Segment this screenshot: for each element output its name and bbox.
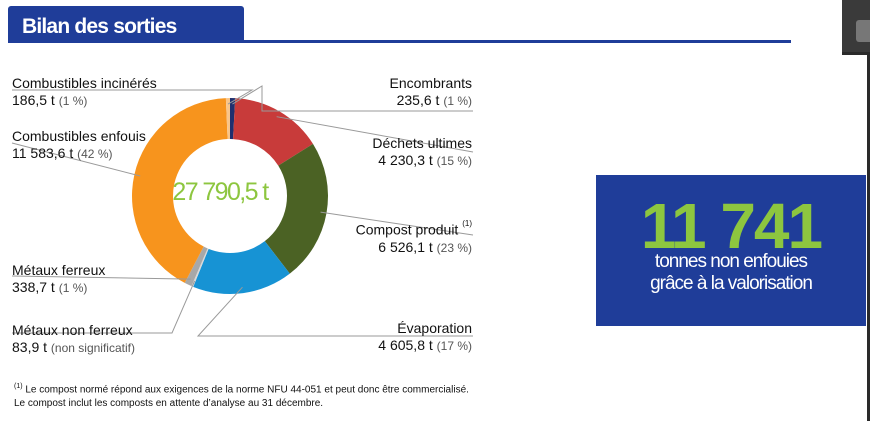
slice-compost-produit <box>264 143 328 274</box>
label-encombrants: Encombrants 235,6 t (1 %) <box>390 75 472 110</box>
right-edge-strip <box>867 52 870 421</box>
leader-line <box>11 142 141 177</box>
slice-value: 4 605,8 t <box>378 337 433 353</box>
slice-value: 6 526,1 t <box>378 238 433 255</box>
title-underline <box>8 40 791 43</box>
slice-value: 338,7 t <box>12 279 55 295</box>
chart-slices <box>132 98 328 294</box>
slice-percent: (23 %) <box>436 240 472 255</box>
slice-value: 186,5 t <box>12 92 55 108</box>
slice-metaux-non-ferreux <box>191 248 209 287</box>
slice-combustibles-enfouis <box>132 98 228 283</box>
footnote-marker: (1) <box>14 383 23 390</box>
corner-widget-handle[interactable] <box>856 20 870 42</box>
slice-encombrants <box>230 98 236 140</box>
section-title: Bilan des sorties <box>22 15 177 38</box>
label-evaporation: Évaporation 4 605,8 t (17 %) <box>378 320 472 355</box>
label-combustibles-enfouis: Combustibles enfouis 11 583,6 t (42 %) <box>12 128 146 163</box>
leader-line <box>232 85 473 112</box>
slice-percent: (1 %) <box>58 281 88 295</box>
slice-evaporation <box>193 241 290 294</box>
slice-name: Métaux ferreux <box>12 262 106 278</box>
stat-callout: 11 741 tonnes non enfouies grâce à la va… <box>596 175 866 326</box>
slice-dechets-ultimes <box>233 98 313 166</box>
stat-caption-line2: grâce à la valorisation <box>650 273 813 294</box>
slice-value: 235,6 t <box>396 92 440 108</box>
slice-name: Évaporation <box>397 320 472 336</box>
chart-center-total: 27 790,5 t <box>172 178 269 206</box>
label-metaux-non-ferreux: Métaux non ferreux 83,9 t (non significa… <box>12 322 135 357</box>
leader-line <box>320 211 474 236</box>
corner-window-widget[interactable] <box>842 0 870 55</box>
leader-line <box>276 116 474 153</box>
leader-line <box>196 286 473 337</box>
slice-name: Déchets ultimes <box>372 135 472 151</box>
slice-percent: (17 %) <box>436 339 472 353</box>
slice-percent: (42 %) <box>77 147 113 161</box>
slice-name: Compost produit <box>355 221 459 238</box>
leader-line <box>12 89 254 105</box>
slice-percent: (non significatif) <box>50 341 135 355</box>
slice-percent: (15 %) <box>436 154 472 168</box>
leader-line <box>12 280 196 334</box>
footnote: (1) Le compost normé répond aux exigence… <box>14 380 469 411</box>
footnote-line2: Le compost inclut les composts en attent… <box>14 398 324 410</box>
slice-name: Combustibles incinérés <box>12 75 157 91</box>
label-dechets-ultimes: Déchets ultimes 4 230,3 t (15 %) <box>372 135 472 170</box>
slice-name: Encombrants <box>389 75 472 91</box>
label-compost-produit: Compost produit (1) 6 526,1 t (23 %) <box>356 218 472 257</box>
stat-number: 11 741 <box>640 190 823 262</box>
label-metaux-ferreux: Métaux ferreux 338,7 t (1 %) <box>12 262 105 297</box>
chart-leader-lines <box>11 85 474 337</box>
leader-line <box>11 275 191 280</box>
slice-metaux-ferreux <box>184 246 208 287</box>
slice-name: Combustibles enfouis <box>12 128 146 144</box>
slice-percent: (1 %) <box>58 94 88 108</box>
footnote-line1: Le compost normé répond aux exigences de… <box>22 384 469 396</box>
slice-combustibles-incineres <box>225 98 230 140</box>
stat-caption: tonnes non enfouies grâce à la valorisat… <box>596 251 866 295</box>
label-combustibles-incineres: Combustibles incinérés 186,5 t (1 %) <box>12 75 157 110</box>
footnote-marker: (1) <box>462 219 472 228</box>
slice-value: 4 230,3 t <box>378 152 433 168</box>
slice-value: 11 583,6 t <box>12 145 74 161</box>
section-title-tab: Bilan des sorties <box>8 6 244 40</box>
slice-value: 83,9 t <box>12 339 48 355</box>
slice-percent: (1 %) <box>443 94 472 108</box>
slice-name: Métaux non ferreux <box>12 322 133 338</box>
stat-caption-line1: tonnes non enfouies <box>654 251 808 272</box>
